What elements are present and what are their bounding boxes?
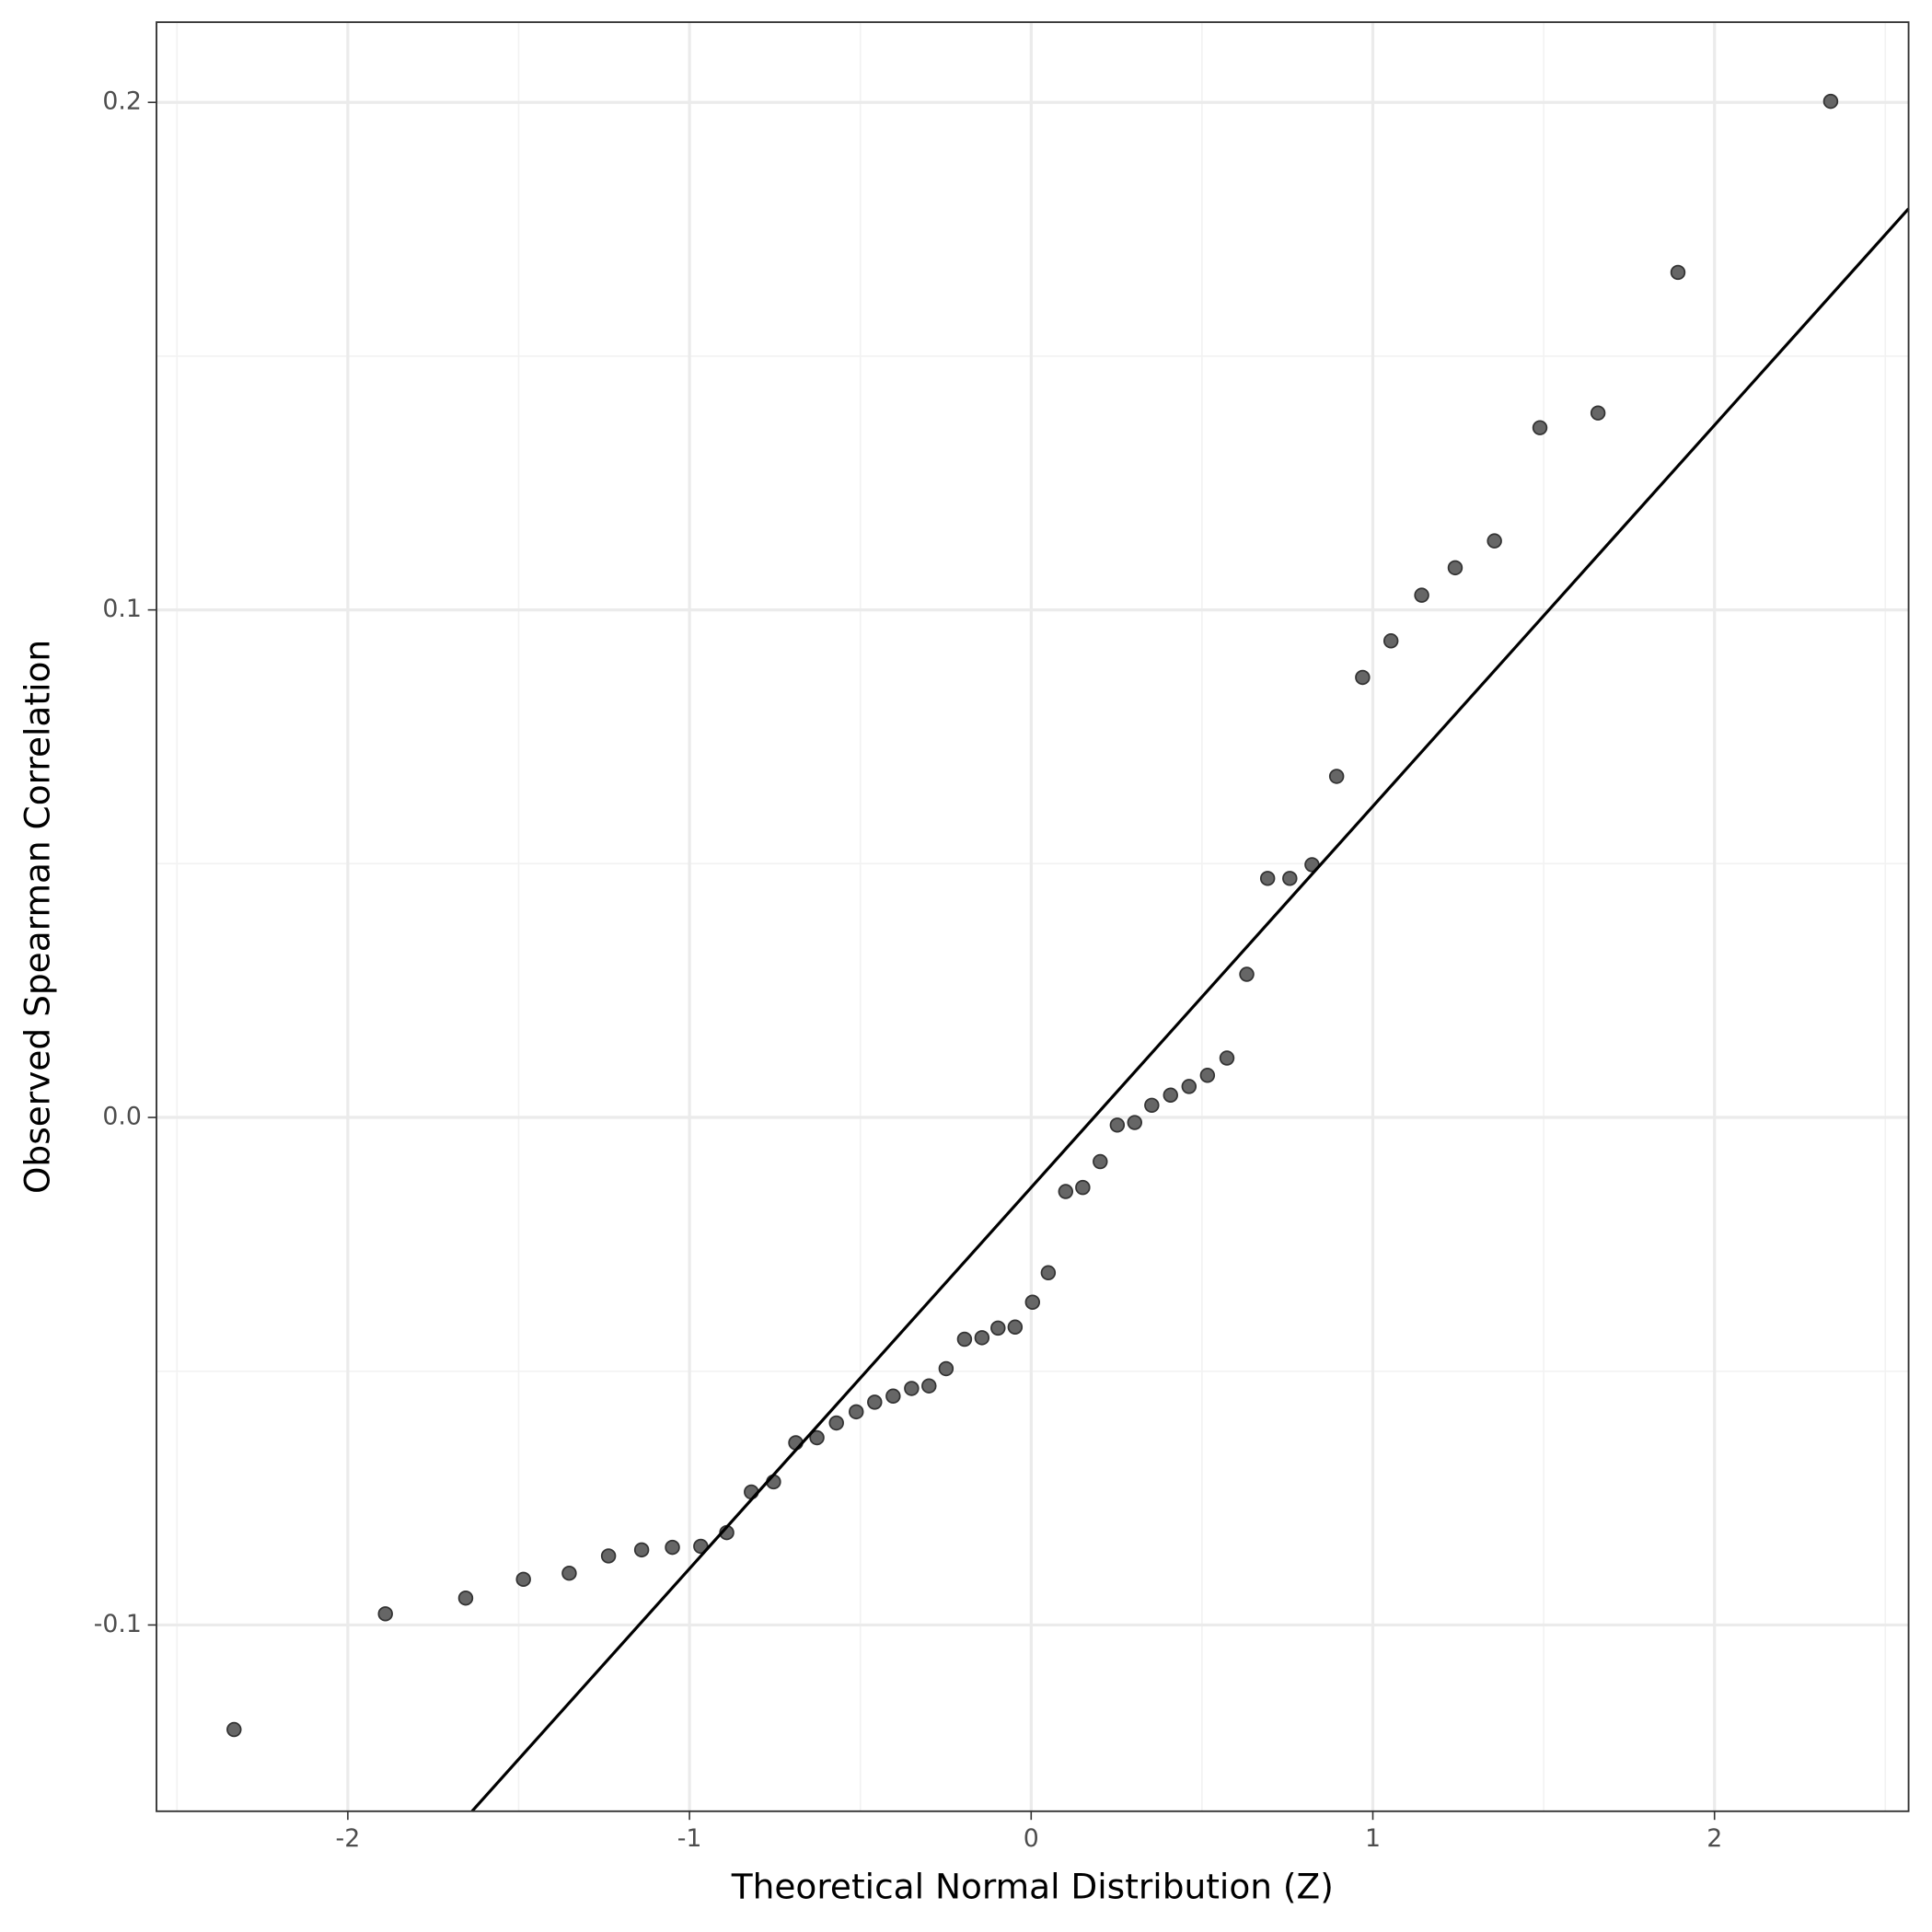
point [1058,1184,1074,1199]
point [1093,1153,1108,1170]
point [1163,1087,1178,1104]
point [377,1606,393,1622]
point [1282,871,1298,886]
point [867,1394,883,1410]
y-tick-label: 0.0 [102,1103,142,1131]
x-tick-label: -2 [336,1824,361,1853]
point [921,1378,937,1394]
point [226,1721,242,1738]
point [457,1590,474,1606]
point [515,1571,531,1588]
point [1024,1294,1041,1310]
point [1040,1265,1057,1281]
point [938,1360,954,1377]
y-tick-label: 0.2 [102,87,142,116]
x-tick-label: 2 [1706,1824,1722,1853]
reference-line [470,207,1910,1812]
point [1109,1117,1126,1133]
point [809,1429,825,1446]
point [1382,633,1399,649]
point [1355,669,1371,686]
point [561,1565,577,1581]
point [744,1484,759,1500]
point [885,1388,901,1404]
point [828,1415,844,1431]
panel-border [156,21,1910,1812]
point [956,1331,973,1348]
x-tick-label: -1 [677,1824,702,1853]
point [1007,1319,1024,1336]
point [1487,533,1502,549]
point [1822,93,1839,110]
point [1075,1179,1091,1196]
point [1414,587,1429,603]
y-tick-label: -0.1 [94,1610,142,1638]
point [1239,966,1255,982]
x-axis-title: Theoretical Normal Distribution (Z) [731,1867,1334,1907]
point [904,1381,920,1396]
point [1219,1050,1235,1066]
point [600,1548,617,1564]
point [849,1404,864,1420]
x-tick-label: 1 [1365,1824,1381,1853]
point [665,1539,680,1556]
point [1532,420,1548,435]
point [1670,264,1686,281]
point [1590,405,1606,421]
point [1328,769,1345,784]
x-tick-label: 0 [1024,1824,1039,1853]
y-axis-title: Observed Spearman Correlation [17,640,57,1194]
point [990,1320,1006,1336]
y-tick-label: 0.1 [102,595,142,623]
point [1199,1068,1216,1083]
point [633,1542,650,1558]
point [1447,560,1463,576]
point [1259,871,1276,886]
point [1181,1079,1197,1094]
point [1127,1115,1143,1130]
point [1144,1097,1160,1114]
point [974,1330,990,1346]
